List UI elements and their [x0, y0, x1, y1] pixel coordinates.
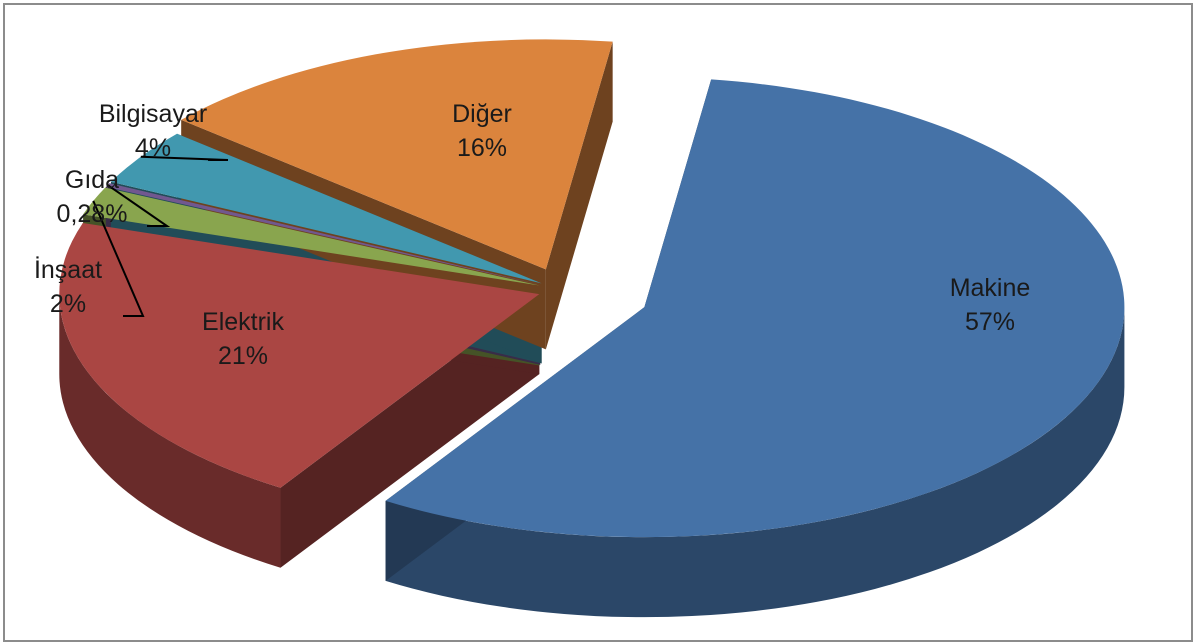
data-label-percent-bilgisayar: 4% [135, 134, 171, 162]
slice-insaat [83, 187, 540, 286]
data-label-percent-diger: 16% [457, 134, 507, 162]
slice-makine [385, 79, 1125, 538]
data-label-percent-makine: 57% [965, 308, 1015, 336]
data-label-percent-insaat: 2% [50, 290, 86, 318]
slice-wall-diger-1 [545, 41, 613, 350]
data-label-category-gida: Gıda [65, 166, 119, 194]
slice-side-elektrik [59, 294, 281, 568]
leader-line-insaat [92, 200, 145, 317]
data-label-category-diger: Diğer [452, 100, 512, 128]
leader-line-gida [107, 184, 171, 227]
slice-bilgisayar [110, 133, 542, 284]
slice-side-makine [385, 307, 1125, 618]
data-label-percent-elektrik: 21% [218, 342, 268, 370]
data-label-category-bilgisayar: Bilgisayar [99, 100, 207, 128]
data-label-category-insaat: İnşaat [34, 255, 102, 284]
slice-gida [105, 183, 541, 285]
data-label-category-makine: Makine [950, 274, 1031, 302]
data-label-percent-gida: 0,28% [57, 200, 128, 228]
slice-diger [181, 39, 613, 270]
slice-elektrik [59, 222, 540, 488]
data-label-category-elektrik: Elektrik [202, 308, 284, 336]
leader-line-bilgisayar [140, 155, 229, 161]
